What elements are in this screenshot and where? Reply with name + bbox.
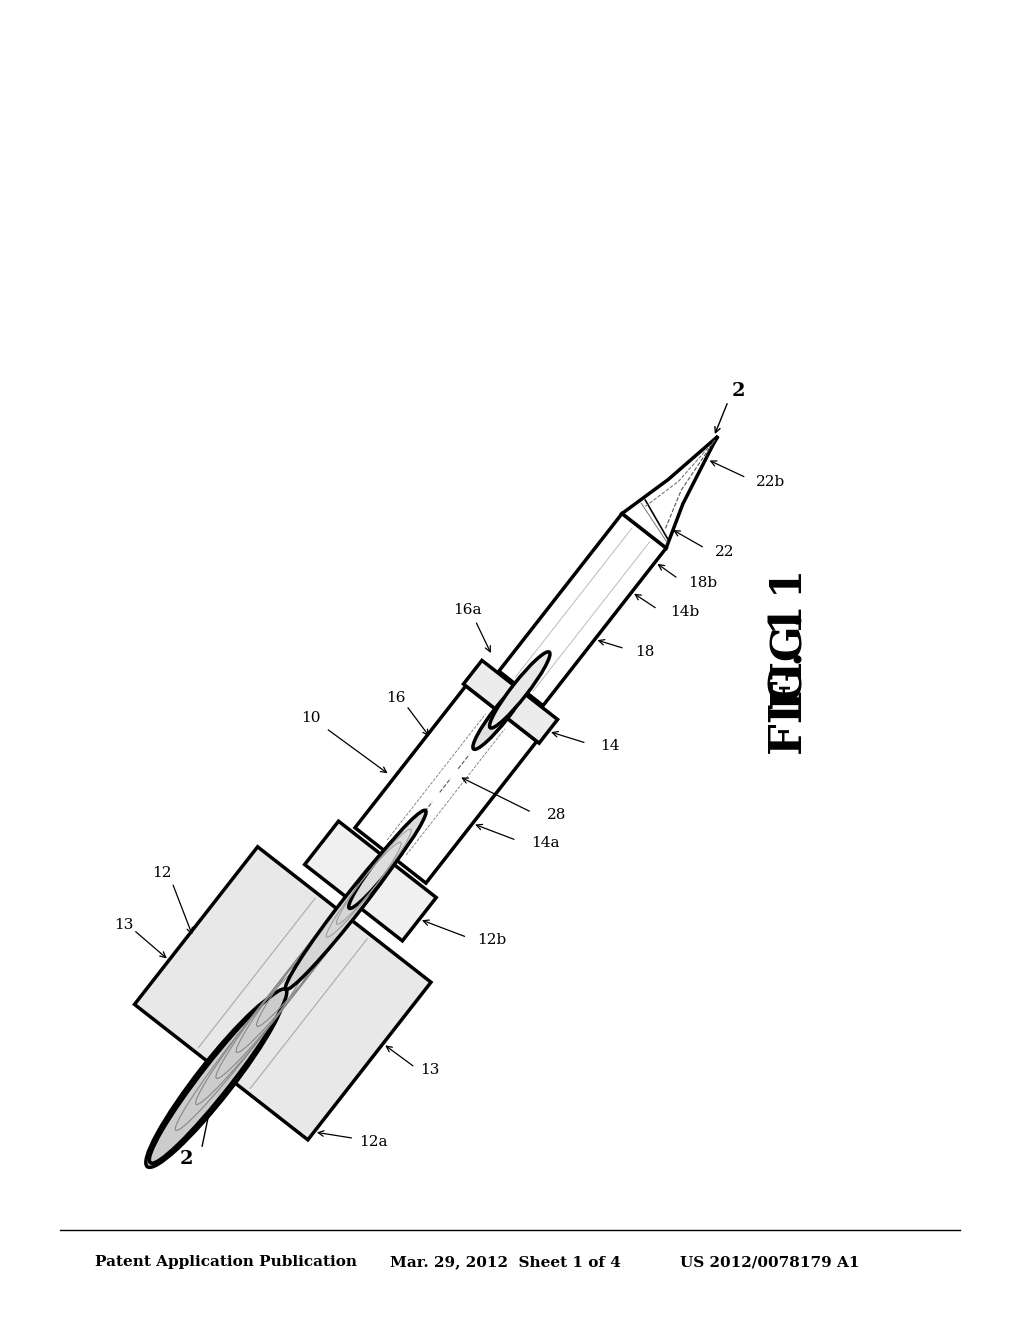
Ellipse shape: [286, 816, 422, 990]
Polygon shape: [134, 847, 431, 1140]
Text: 28: 28: [547, 808, 566, 822]
Text: 18b: 18b: [688, 576, 718, 590]
Text: 14: 14: [600, 739, 620, 754]
Text: 22b: 22b: [757, 475, 785, 488]
Text: 10: 10: [301, 711, 321, 725]
Polygon shape: [464, 660, 558, 743]
Text: US 2012/0078179 A1: US 2012/0078179 A1: [680, 1255, 859, 1269]
Text: FIG. 1: FIG. 1: [768, 605, 811, 755]
Text: 16: 16: [386, 692, 407, 705]
Text: 14a: 14a: [531, 837, 560, 850]
Text: 13: 13: [421, 1064, 439, 1077]
Ellipse shape: [489, 652, 550, 729]
Text: 13: 13: [114, 917, 133, 932]
Text: 16a: 16a: [453, 603, 481, 618]
Polygon shape: [622, 436, 718, 548]
Text: 12a: 12a: [359, 1135, 388, 1150]
Text: 12: 12: [153, 866, 172, 879]
Text: 14b: 14b: [671, 605, 699, 619]
Text: 2: 2: [731, 381, 744, 400]
Ellipse shape: [150, 989, 287, 1163]
Polygon shape: [305, 821, 436, 941]
Polygon shape: [355, 686, 537, 883]
Ellipse shape: [349, 810, 426, 908]
Text: 18: 18: [635, 644, 654, 659]
Text: 12b: 12b: [477, 933, 507, 948]
Polygon shape: [499, 513, 667, 706]
Ellipse shape: [473, 677, 529, 750]
Text: Mar. 29, 2012  Sheet 1 of 4: Mar. 29, 2012 Sheet 1 of 4: [390, 1255, 621, 1269]
Text: 22: 22: [715, 545, 734, 560]
Ellipse shape: [145, 993, 285, 1167]
Text: Patent Application Publication: Patent Application Publication: [95, 1255, 357, 1269]
Text: FIG. 1: FIG. 1: [769, 569, 811, 710]
Text: 2: 2: [180, 1150, 194, 1168]
